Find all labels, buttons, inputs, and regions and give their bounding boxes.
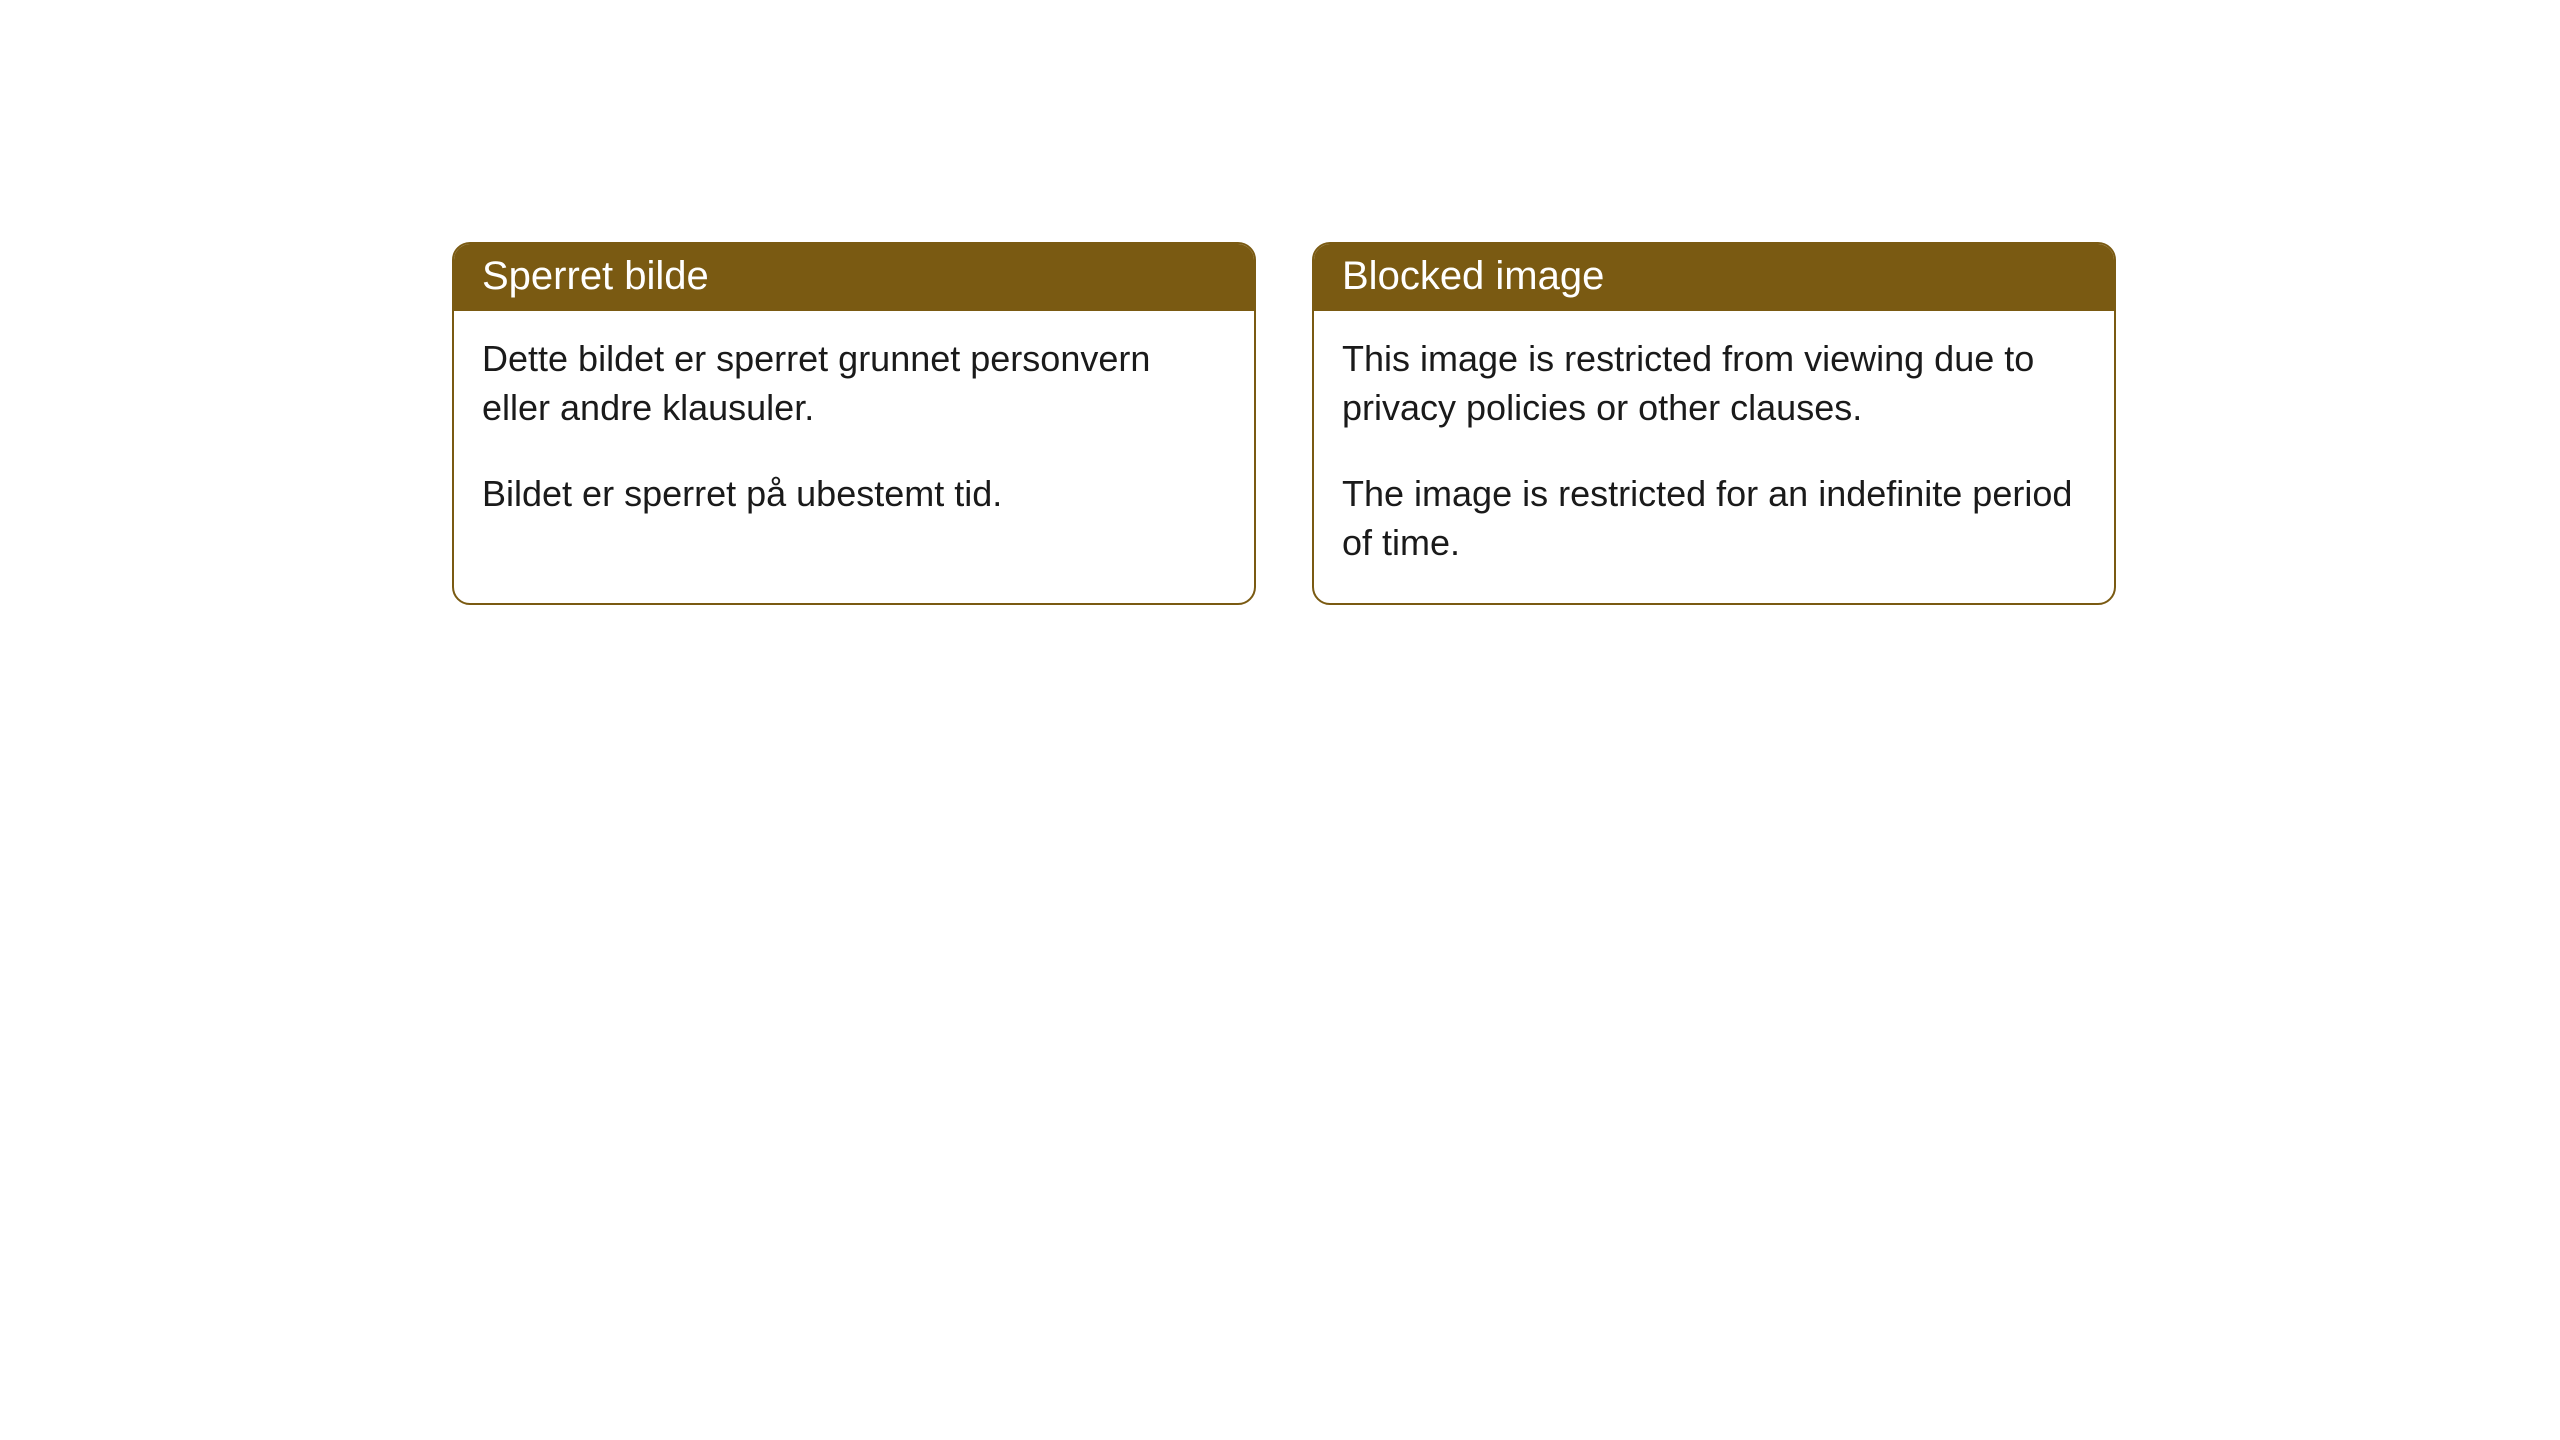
blocked-image-card-en: Blocked image This image is restricted f… — [1312, 242, 2116, 605]
card-text-en-2: The image is restricted for an indefinit… — [1342, 470, 2086, 567]
notice-container: Sperret bilde Dette bildet er sperret gr… — [452, 242, 2116, 605]
blocked-image-card-no: Sperret bilde Dette bildet er sperret gr… — [452, 242, 1256, 605]
card-body-no: Dette bildet er sperret grunnet personve… — [454, 311, 1254, 555]
card-title-en: Blocked image — [1314, 244, 2114, 311]
card-title-no: Sperret bilde — [454, 244, 1254, 311]
card-body-en: This image is restricted from viewing du… — [1314, 311, 2114, 603]
card-text-no-2: Bildet er sperret på ubestemt tid. — [482, 470, 1226, 519]
card-text-no-1: Dette bildet er sperret grunnet personve… — [482, 335, 1226, 432]
card-text-en-1: This image is restricted from viewing du… — [1342, 335, 2086, 432]
